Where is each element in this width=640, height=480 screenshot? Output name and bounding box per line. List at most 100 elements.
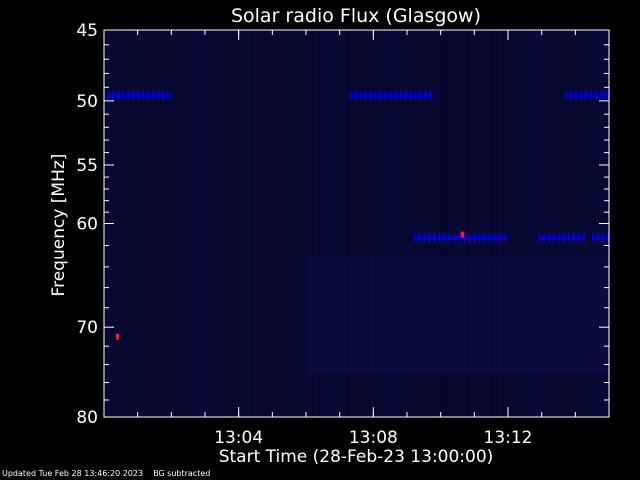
noise-stripe xyxy=(497,30,499,417)
noise-stripe xyxy=(149,30,151,417)
noise-stripe xyxy=(335,30,337,417)
noise-stripe xyxy=(419,30,421,417)
noise-stripe xyxy=(125,30,127,417)
emission-burst xyxy=(147,90,149,101)
noise-stripe xyxy=(593,30,595,417)
emission-band xyxy=(565,93,609,98)
noise-stripe xyxy=(440,30,442,417)
noise-stripe xyxy=(476,30,478,417)
noise-stripe xyxy=(308,30,310,417)
noise-stripe xyxy=(536,30,538,417)
x-tick-label: 13:12 xyxy=(484,428,533,448)
noise-stripe xyxy=(503,30,505,417)
y-tick-label: 70 xyxy=(76,318,98,338)
emission-burst xyxy=(428,232,431,243)
noise-stripe xyxy=(359,30,361,417)
noise-stripe xyxy=(575,30,577,417)
noise-stripe xyxy=(137,30,139,417)
emission-burst xyxy=(122,90,124,101)
noise-stripe xyxy=(545,30,547,417)
axes: 45 50 55 60 70 80 13:04 13:08 13:12 xyxy=(76,21,610,448)
noise-stripe xyxy=(152,30,154,417)
noise-stripe xyxy=(278,30,280,417)
emission-burst xyxy=(438,232,441,243)
emission-burst xyxy=(498,232,501,243)
emission-burst xyxy=(473,232,476,243)
noise-stripe xyxy=(434,30,436,417)
noise-stripe xyxy=(431,30,433,417)
noise-stripe xyxy=(158,30,160,417)
noise-stripe xyxy=(587,30,589,417)
emission-burst xyxy=(369,90,372,101)
emission-burst xyxy=(167,90,169,101)
noise-stripe xyxy=(584,30,586,417)
noise-stripe xyxy=(251,30,253,417)
y-tick-label: 80 xyxy=(76,408,98,428)
noise-stripe xyxy=(446,30,448,417)
noise-stripe xyxy=(365,30,367,417)
noise-stripe xyxy=(356,30,358,417)
noise-stripe xyxy=(572,30,574,417)
noise-stripe xyxy=(185,30,187,417)
spectrogram-background xyxy=(104,30,610,417)
emission-burst xyxy=(568,232,570,243)
noise-stripe xyxy=(590,30,592,417)
noise-stripe xyxy=(215,30,217,417)
emission-burst xyxy=(107,90,109,101)
emission-band xyxy=(107,93,172,98)
noise-stripe xyxy=(392,30,394,417)
emission-burst xyxy=(453,232,456,243)
noise-stripe xyxy=(245,30,247,417)
emission-burst xyxy=(580,90,582,101)
noise-stripe xyxy=(458,30,460,417)
emission-band xyxy=(538,235,586,240)
noise-stripe xyxy=(194,30,196,417)
noise-stripe xyxy=(203,30,205,417)
emission-burst xyxy=(132,90,134,101)
emission-burst xyxy=(112,90,114,101)
noise-stripe xyxy=(224,30,226,417)
noise-stripe xyxy=(233,30,235,417)
noise-stripe xyxy=(236,30,238,417)
emission-burst xyxy=(384,90,387,101)
noise-stripe xyxy=(368,30,370,417)
noise-stripe xyxy=(455,30,457,417)
noise-stripe xyxy=(179,30,181,417)
noise-stripe xyxy=(452,30,454,417)
emission-burst xyxy=(575,90,577,101)
noise-stripe xyxy=(383,30,385,417)
y-tick-label: 45 xyxy=(76,21,98,41)
noise-stripe xyxy=(290,30,292,417)
noise-stripe xyxy=(443,30,445,417)
emission-band xyxy=(592,235,609,240)
emission-burst xyxy=(595,90,597,101)
noise-stripe xyxy=(182,30,184,417)
noise-stripe xyxy=(164,30,166,417)
emission-burst xyxy=(419,90,422,101)
noise-stripe xyxy=(410,30,412,417)
emission-burst xyxy=(493,232,496,243)
noise-stripe xyxy=(428,30,430,417)
noise-stripe xyxy=(464,30,466,417)
emission-burst xyxy=(374,90,377,101)
noise-stripe xyxy=(176,30,178,417)
noise-stripe xyxy=(296,30,298,417)
emission-burst xyxy=(349,90,352,101)
emission-burst xyxy=(137,90,139,101)
noise-stripe xyxy=(374,30,376,417)
noise-stripe xyxy=(539,30,541,417)
noise-stripe xyxy=(269,30,271,417)
noise-stripe xyxy=(407,30,409,417)
emission-burst xyxy=(600,90,602,101)
noise-stripe xyxy=(479,30,481,417)
emission-burst xyxy=(543,232,545,243)
emission-burst xyxy=(607,232,609,243)
emission-features xyxy=(107,90,609,340)
noise-stripe xyxy=(518,30,520,417)
noise-stripe xyxy=(509,30,511,417)
noise-stripe xyxy=(344,30,346,417)
noise-stripe xyxy=(347,30,349,417)
noise-stripe xyxy=(197,30,199,417)
noise-stripe xyxy=(437,30,439,417)
noise-stripe xyxy=(371,30,373,417)
